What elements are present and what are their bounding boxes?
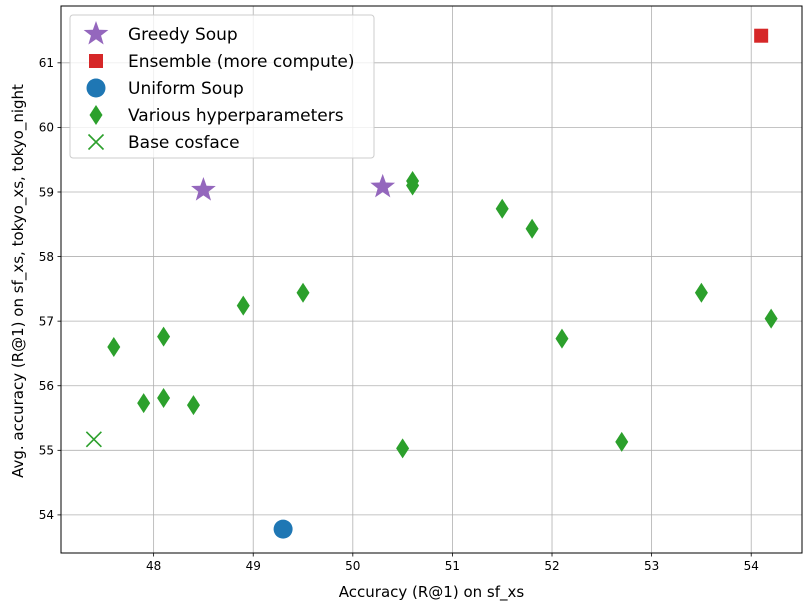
y-tick-label: 59 (39, 185, 54, 199)
data-point-diamond (525, 218, 539, 239)
series-greedy-soup (191, 173, 396, 201)
x-tick-label: 53 (644, 559, 659, 573)
data-point-diamond (137, 393, 151, 414)
series-various-hyperparameters (107, 171, 778, 459)
legend-item: Various hyperparameters (89, 105, 344, 126)
axis-ticks: 48 49 50 51 52 53 54 54 55 56 57 58 59 60 61 (39, 56, 759, 573)
data-point-diamond (694, 282, 708, 303)
x-tick-label: 49 (246, 559, 261, 573)
x-tick-label: 54 (744, 559, 759, 573)
data-point-diamond (296, 282, 310, 303)
data-point-diamond (236, 295, 250, 316)
y-tick-label: 56 (39, 379, 54, 393)
grid (61, 6, 802, 553)
data-point-diamond (186, 395, 200, 416)
data-point-diamond (157, 326, 171, 347)
series-base-cosface (85, 431, 102, 448)
legend-item: Base cosface (87, 133, 240, 153)
y-tick-label: 58 (39, 250, 54, 264)
legend-label: Various hyperparameters (128, 106, 344, 126)
legend-marker-square (89, 54, 103, 68)
plot-frame (60, 5, 803, 554)
y-tick-label: 57 (39, 314, 54, 328)
data-points (85, 28, 778, 539)
x-tick-label: 50 (345, 559, 360, 573)
legend-marker-star (83, 21, 109, 45)
data-point-diamond (157, 388, 171, 409)
data-point-diamond (615, 431, 629, 452)
y-axis-title: Avg. accuracy (R@1) on sf_xs, tokyo_xs, … (9, 84, 28, 478)
data-point-square (754, 28, 769, 43)
legend: Greedy Soup Ensemble (more compute) Unifor… (69, 14, 375, 159)
data-point-star (370, 173, 396, 198)
data-point-diamond (107, 336, 121, 357)
y-tick-label: 54 (39, 508, 54, 522)
legend-label: Base cosface (128, 133, 240, 153)
series-uniform-soup (273, 519, 293, 539)
data-point-x (85, 431, 102, 448)
y-tick-label: 60 (39, 121, 54, 135)
x-tick-label: 51 (445, 559, 460, 573)
legend-label: Greedy Soup (128, 25, 238, 45)
data-point-diamond (555, 328, 569, 349)
legend-marker-diamond (89, 105, 103, 125)
data-point-diamond (495, 198, 509, 219)
x-axis-title: Accuracy (R@1) on sf_xs (339, 583, 525, 602)
legend-box (69, 14, 375, 159)
data-point-diamond (406, 175, 420, 196)
legend-marker-x (87, 133, 105, 151)
data-point-diamond (396, 438, 410, 459)
data-point-star (191, 177, 216, 201)
series-ensemble-more-compute (754, 28, 769, 43)
data-point-diamond (764, 308, 778, 329)
legend-item: Uniform Soup (86, 78, 244, 99)
legend-item: Greedy Soup (83, 21, 238, 45)
legend-item: Ensemble (more compute) (89, 52, 354, 72)
y-tick-label: 55 (39, 444, 54, 458)
x-tick-label: 52 (544, 559, 559, 573)
x-tick-label: 48 (146, 559, 161, 573)
data-point-circle (273, 519, 293, 539)
legend-label: Ensemble (more compute) (128, 52, 354, 72)
legend-marker-circle (86, 78, 106, 98)
legend-label: Uniform Soup (128, 79, 244, 99)
y-tick-label: 61 (39, 56, 54, 70)
